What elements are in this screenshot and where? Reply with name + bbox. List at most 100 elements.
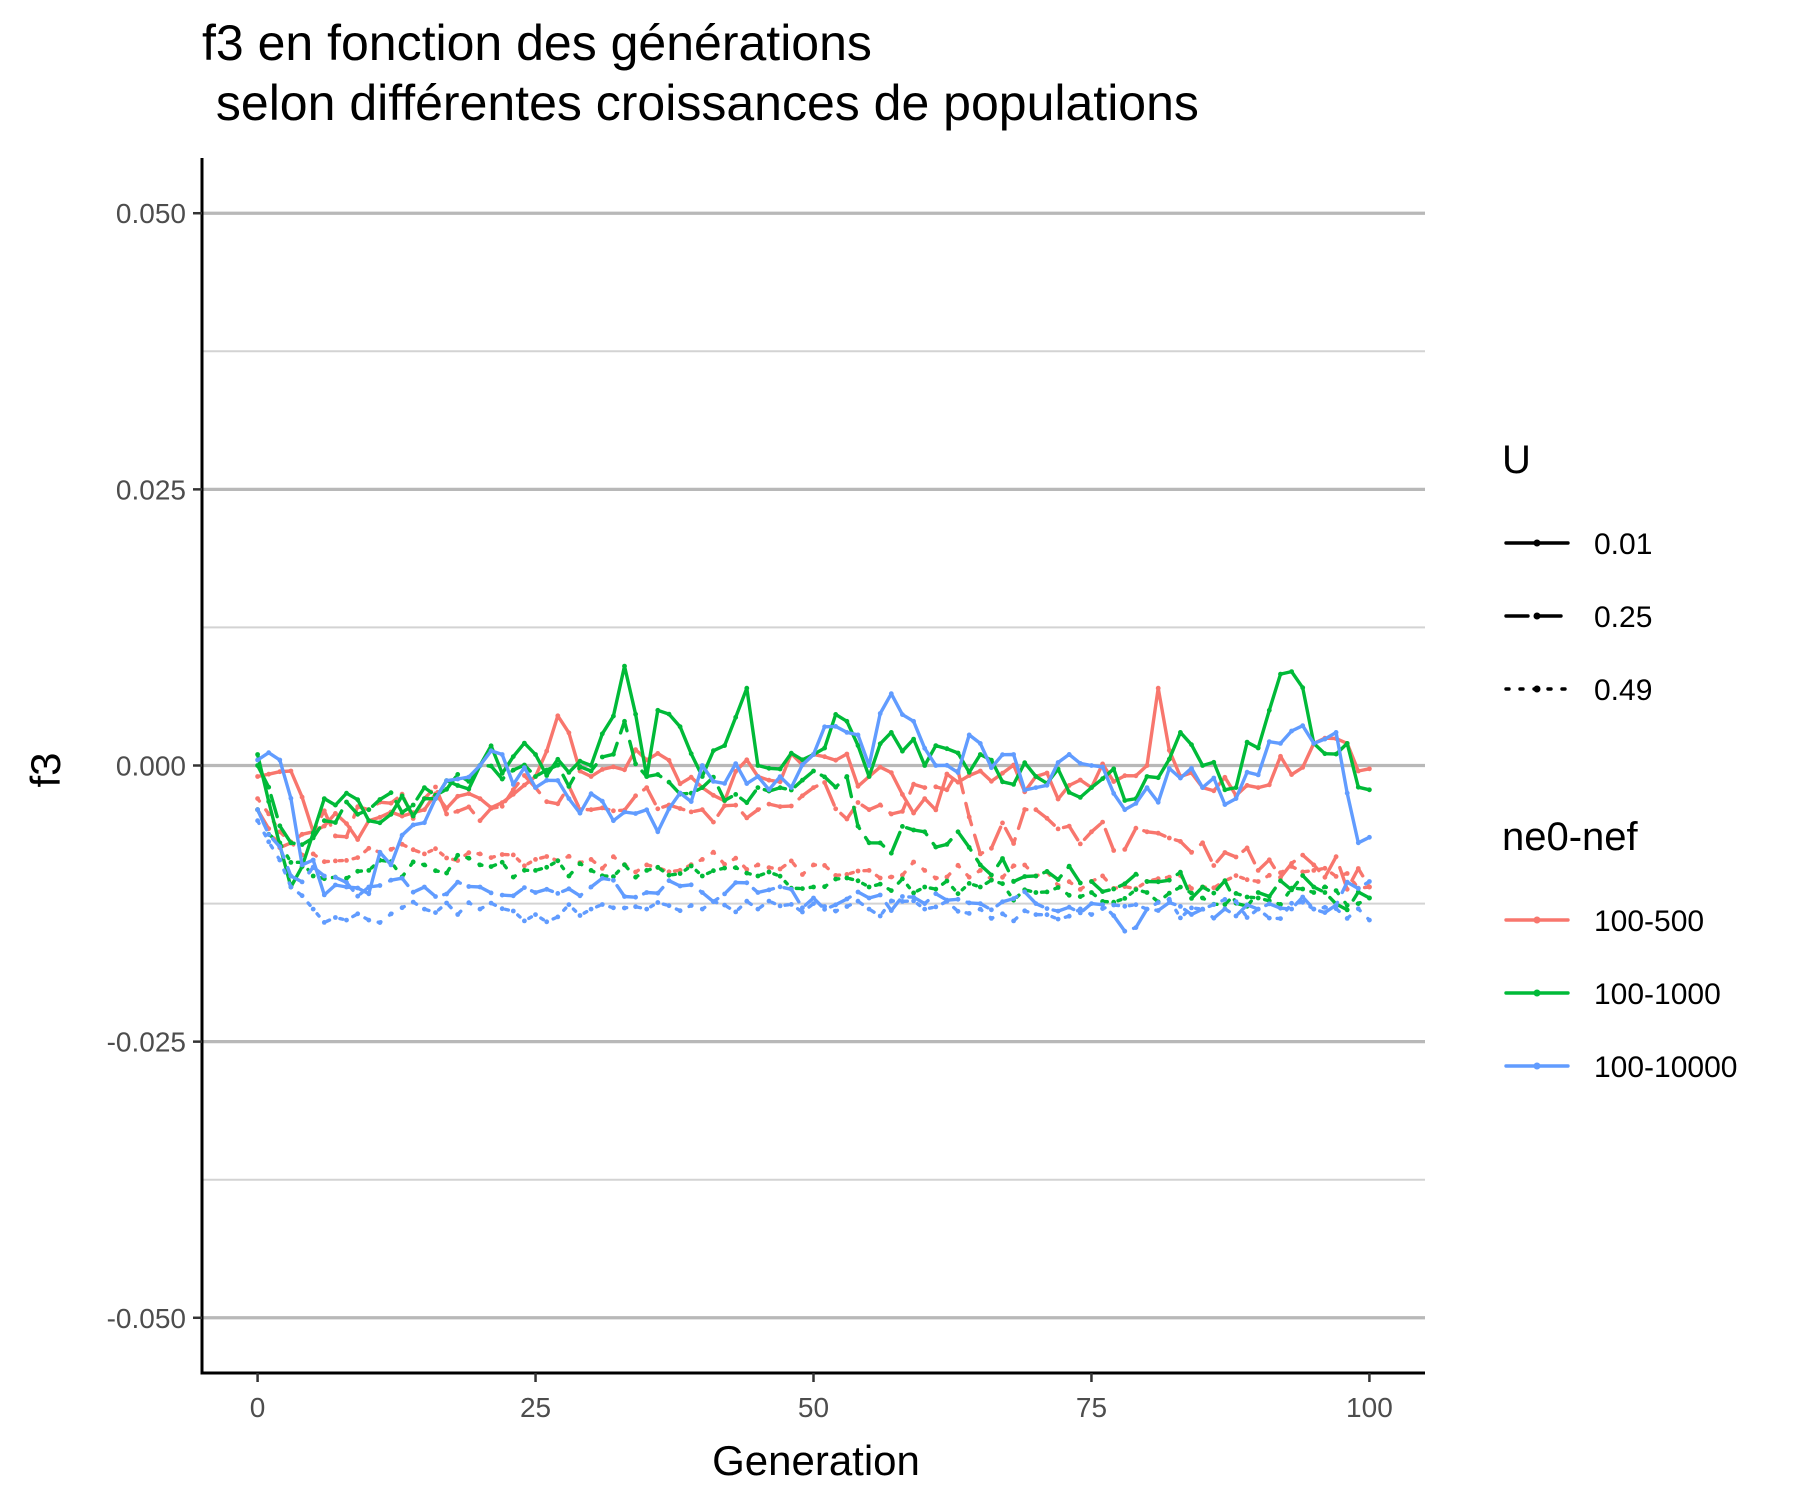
data-point <box>1266 707 1272 713</box>
data-point <box>1178 904 1183 909</box>
data-point <box>588 791 594 797</box>
data-point <box>711 819 716 825</box>
data-point <box>633 904 638 910</box>
data-point <box>977 752 983 757</box>
data-point <box>422 884 427 890</box>
series-100-1000-U0.49 <box>255 807 1372 908</box>
data-point <box>477 796 483 801</box>
data-point <box>877 840 883 846</box>
data-point <box>877 913 883 919</box>
data-point <box>722 865 727 871</box>
data-point <box>1011 782 1016 787</box>
data-point <box>966 814 972 820</box>
data-point <box>310 835 316 841</box>
data-point <box>1178 730 1183 735</box>
data-point <box>944 787 950 793</box>
data-point <box>900 792 905 797</box>
data-point <box>1166 890 1172 896</box>
data-point <box>1144 829 1150 835</box>
data-point <box>433 868 438 874</box>
data-point <box>877 741 883 747</box>
data-point <box>566 784 572 789</box>
data-point <box>433 796 438 801</box>
data-point <box>1011 841 1016 846</box>
data-point <box>1066 904 1072 910</box>
data-point <box>1155 799 1161 805</box>
data-point <box>544 777 550 783</box>
data-point <box>1233 891 1239 896</box>
data-point <box>844 774 850 779</box>
data-point <box>922 763 928 768</box>
data-point <box>599 767 605 772</box>
data-point <box>1000 752 1005 758</box>
data-point <box>577 861 583 866</box>
series-line <box>255 808 1372 933</box>
data-point <box>1200 884 1205 890</box>
data-point <box>288 860 294 865</box>
data-point <box>544 886 550 892</box>
y-tick-label: 0.025 <box>116 474 186 505</box>
data-point <box>377 797 383 802</box>
data-point <box>833 908 839 914</box>
data-point <box>755 785 761 790</box>
data-point <box>1289 885 1294 891</box>
data-point <box>777 766 783 772</box>
data-point <box>1255 785 1261 790</box>
data-point <box>866 868 872 873</box>
data-point <box>1211 890 1217 896</box>
data-point <box>566 853 572 859</box>
data-point <box>321 873 327 879</box>
data-point <box>666 711 672 717</box>
data-point <box>744 685 750 691</box>
data-point <box>989 916 994 921</box>
data-point <box>1322 905 1328 910</box>
data-point <box>611 751 616 757</box>
data-point <box>1200 895 1205 901</box>
data-point <box>1344 916 1350 921</box>
data-point <box>1022 889 1028 895</box>
data-point <box>933 891 939 897</box>
data-point <box>1055 908 1061 914</box>
data-point <box>1344 879 1350 885</box>
data-point <box>510 852 516 858</box>
data-point <box>811 752 816 757</box>
data-point <box>510 874 516 880</box>
data-point <box>822 774 827 780</box>
data-point <box>822 904 827 909</box>
data-point <box>510 767 516 773</box>
data-point <box>677 806 683 811</box>
data-point <box>855 743 861 748</box>
data-point <box>1122 928 1128 934</box>
data-point <box>1022 874 1028 879</box>
data-point <box>944 842 950 847</box>
data-point <box>555 914 561 920</box>
data-point <box>977 741 983 746</box>
grid-lines <box>202 211 1425 1320</box>
data-point <box>699 774 705 779</box>
data-point <box>1011 752 1016 757</box>
data-point <box>1044 912 1050 918</box>
data-point <box>321 823 327 829</box>
data-point <box>722 902 727 908</box>
data-point <box>599 866 605 871</box>
data-point <box>855 878 861 884</box>
data-point <box>1089 879 1094 884</box>
data-point <box>622 663 627 669</box>
series-line <box>255 719 1372 912</box>
data-point <box>599 731 605 737</box>
data-point <box>1055 916 1061 922</box>
data-point <box>844 718 850 724</box>
data-point <box>977 901 983 906</box>
data-point <box>333 874 338 880</box>
legend-label: 0.25 <box>1594 601 1652 634</box>
data-point <box>644 807 650 813</box>
data-point <box>544 748 550 754</box>
data-point <box>466 791 472 796</box>
data-point <box>488 748 494 754</box>
data-point <box>544 799 550 805</box>
data-point <box>1077 777 1083 783</box>
data-point <box>388 800 394 806</box>
data-point <box>1300 886 1306 892</box>
data-point <box>766 887 772 893</box>
